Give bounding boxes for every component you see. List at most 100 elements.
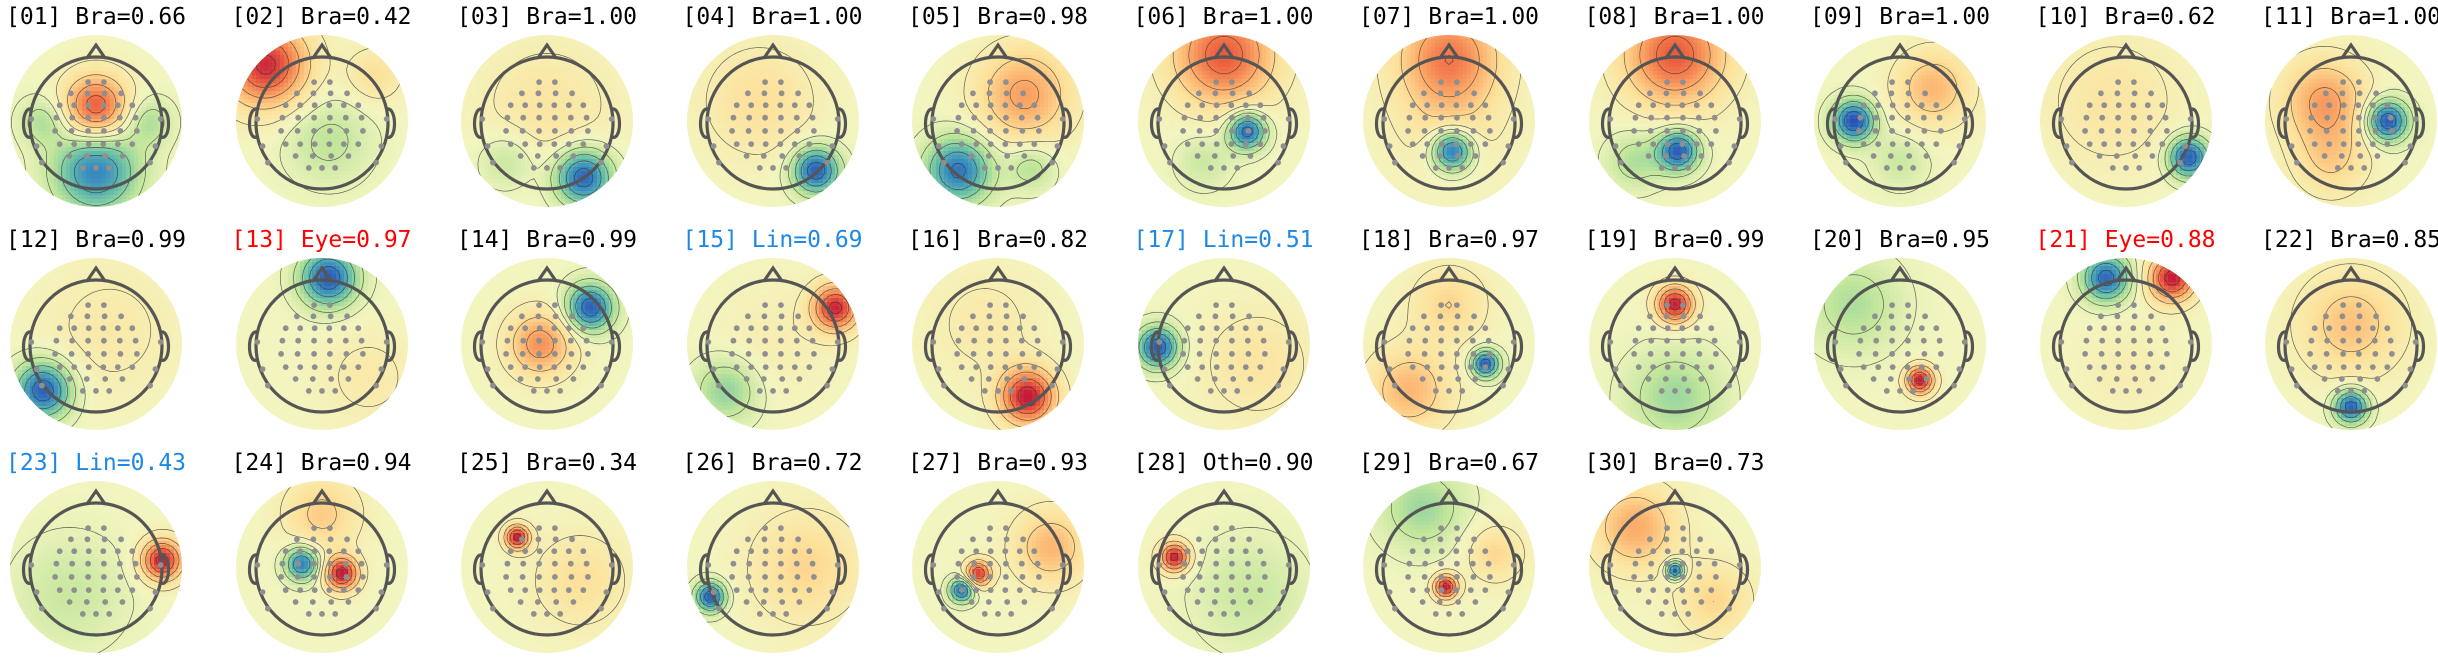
component-cell: [27] Bra=0.93 (908, 448, 1134, 670)
topomap-field (687, 258, 859, 430)
topomap-field (1589, 35, 1761, 207)
component-title: [16] Bra=0.82 (908, 225, 1134, 255)
topomap (236, 35, 408, 207)
topomap (2040, 258, 2212, 430)
topomap-field (1814, 258, 1986, 430)
component-cell: [20] Bra=0.95 (1810, 225, 2036, 447)
topomap (687, 35, 859, 207)
topomap-field (461, 35, 633, 207)
component-title: [26] Bra=0.72 (683, 448, 909, 478)
topomap (10, 258, 182, 430)
component-cell: [16] Bra=0.82 (908, 225, 1134, 447)
component-cell: [23] Lin=0.43 (6, 448, 232, 670)
topomap-field (912, 481, 1084, 653)
component-cell: [22] Bra=0.85 (2261, 225, 2438, 447)
topomap-field (1138, 35, 1310, 207)
component-title: [17] Lin=0.51 (1134, 225, 1360, 255)
component-cell: [25] Bra=0.34 (457, 448, 683, 670)
topomap (687, 481, 859, 653)
component-cell: [06] Bra=1.00 (1134, 2, 1360, 224)
topomap (236, 481, 408, 653)
component-title: [25] Bra=0.34 (457, 448, 683, 478)
topomap (1138, 258, 1310, 430)
component-cell: [09] Bra=1.00 (1810, 2, 2036, 224)
topomap (461, 35, 633, 207)
component-title: [04] Bra=1.00 (683, 2, 909, 32)
topomap-field (1814, 35, 1986, 207)
topomap (1814, 35, 1986, 207)
component-cell: [19] Bra=0.99 (1585, 225, 1811, 447)
topomap (1138, 481, 1310, 653)
topomap-field (912, 35, 1084, 207)
component-cell: [17] Lin=0.51 (1134, 225, 1360, 447)
topomap-field (1363, 35, 1535, 207)
topomap-field (687, 35, 859, 207)
topomap-field (687, 481, 859, 653)
component-cell: [18] Bra=0.97 (1359, 225, 1585, 447)
component-cell: [14] Bra=0.99 (457, 225, 683, 447)
topomap-field (912, 258, 1084, 430)
component-title: [27] Bra=0.93 (908, 448, 1134, 478)
component-cell: [10] Bra=0.62 (2036, 2, 2262, 224)
component-title: [23] Lin=0.43 (6, 448, 232, 478)
topomap (1589, 481, 1761, 653)
component-title: [11] Bra=1.00 (2261, 2, 2438, 32)
component-cell: [26] Bra=0.72 (683, 448, 909, 670)
component-title: [19] Bra=0.99 (1585, 225, 1811, 255)
topomap (1138, 35, 1310, 207)
topomap (461, 258, 633, 430)
component-cell: [04] Bra=1.00 (683, 2, 909, 224)
topomap (10, 35, 182, 207)
topomap (2040, 35, 2212, 207)
component-cell: [02] Bra=0.42 (232, 2, 458, 224)
component-title: [21] Eye=0.88 (2036, 225, 2262, 255)
component-title: [18] Bra=0.97 (1359, 225, 1585, 255)
component-title: [06] Bra=1.00 (1134, 2, 1360, 32)
topomap (687, 258, 859, 430)
component-title: [05] Bra=0.98 (908, 2, 1134, 32)
component-title: [09] Bra=1.00 (1810, 2, 2036, 32)
component-title: [20] Bra=0.95 (1810, 225, 2036, 255)
component-cell: [07] Bra=1.00 (1359, 2, 1585, 224)
component-title: [29] Bra=0.67 (1359, 448, 1585, 478)
topomap-field (10, 481, 182, 653)
component-title: [22] Bra=0.85 (2261, 225, 2438, 255)
topomap-field (1138, 481, 1310, 653)
topomap-field (1589, 258, 1761, 430)
topomap (1814, 258, 1986, 430)
component-title: [28] Oth=0.90 (1134, 448, 1360, 478)
topomap (2265, 35, 2437, 207)
topomap-field (1363, 481, 1535, 653)
topomap-field (10, 258, 182, 430)
topomap (1589, 258, 1761, 430)
component-title: [07] Bra=1.00 (1359, 2, 1585, 32)
topomap (1363, 258, 1535, 430)
topomap-field (236, 258, 408, 430)
topomap-field (1363, 258, 1535, 430)
component-cell: [21] Eye=0.88 (2036, 225, 2262, 447)
component-title: [13] Eye=0.97 (232, 225, 458, 255)
component-cell: [28] Oth=0.90 (1134, 448, 1360, 670)
topomap (236, 258, 408, 430)
component-title: [15] Lin=0.69 (683, 225, 909, 255)
topomap-field (236, 481, 408, 653)
component-title: [24] Bra=0.94 (232, 448, 458, 478)
component-cell: [11] Bra=1.00 (2261, 2, 2438, 224)
topomap (461, 481, 633, 653)
topomap (912, 35, 1084, 207)
component-cell: [12] Bra=0.99 (6, 225, 232, 447)
topomap-field (461, 258, 633, 430)
topomap-field (2265, 258, 2437, 430)
topomap (1363, 35, 1535, 207)
topomap-field (1138, 258, 1310, 430)
topomap-field (2040, 35, 2212, 207)
component-title: [08] Bra=1.00 (1585, 2, 1811, 32)
component-cell: [05] Bra=0.98 (908, 2, 1134, 224)
topomap (912, 481, 1084, 653)
component-title: [02] Bra=0.42 (232, 2, 458, 32)
component-cell: [30] Bra=0.73 (1585, 448, 1811, 670)
component-cell: [29] Bra=0.67 (1359, 448, 1585, 670)
topomap (10, 481, 182, 653)
component-title: [30] Bra=0.73 (1585, 448, 1811, 478)
